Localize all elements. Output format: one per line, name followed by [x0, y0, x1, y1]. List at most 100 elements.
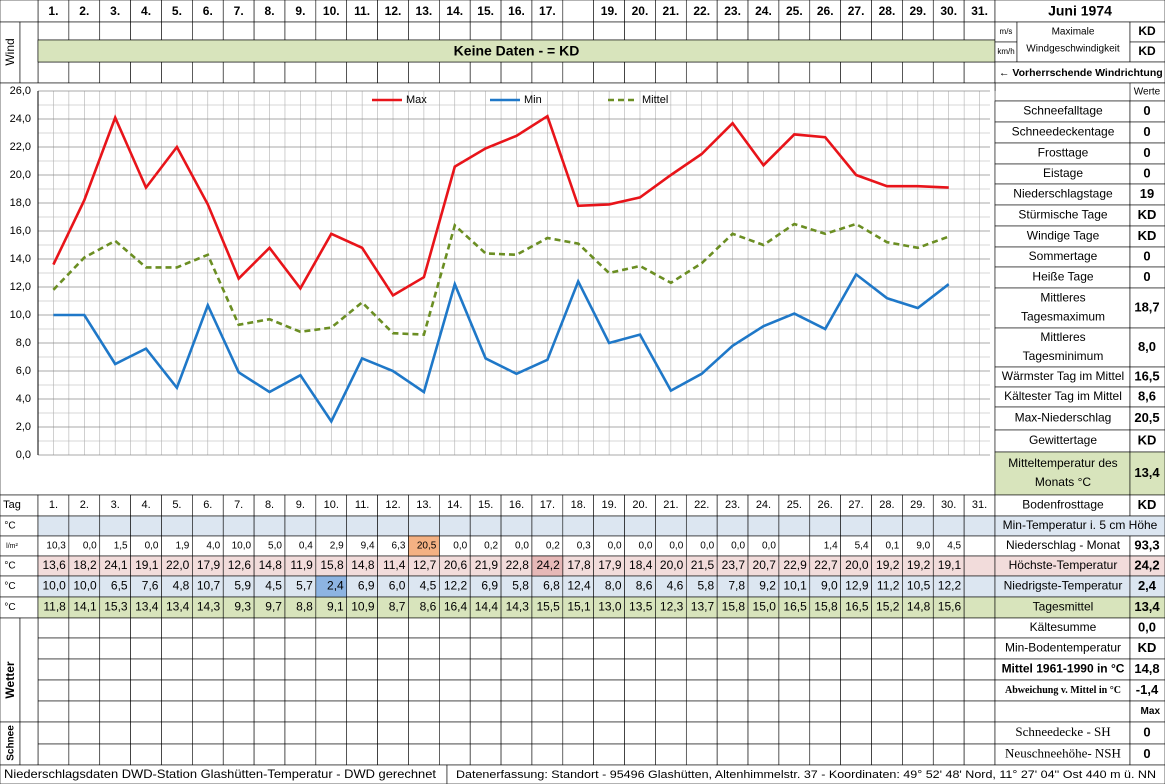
cell-value: 9,7 [265, 600, 282, 614]
cell [932, 721, 965, 745]
cell [68, 515, 101, 537]
cell [37, 61, 70, 84]
cell [469, 617, 502, 639]
cell [902, 637, 934, 660]
cell [994, 700, 1131, 723]
cell [624, 700, 656, 723]
cell [130, 21, 162, 41]
cell [37, 700, 70, 723]
cell [500, 61, 533, 84]
cell [408, 679, 440, 702]
cell-value: 8,7 [389, 600, 406, 614]
cell-value: 5,8 [512, 579, 529, 593]
cell [408, 21, 440, 41]
cell [531, 743, 564, 766]
cell-value: 14,8 [907, 600, 931, 614]
cell [284, 679, 317, 702]
cell [284, 700, 317, 723]
stat-label: Abweichung v. Mittel in °C [1005, 685, 1121, 696]
day-label: 21. [663, 4, 680, 18]
cell [284, 61, 317, 84]
cell [531, 721, 564, 745]
cell [469, 700, 502, 723]
cell-value: 10,0 [232, 541, 252, 552]
stat-value: 0 [1143, 269, 1150, 284]
cell [222, 743, 255, 766]
cell-value: 0,0 [145, 541, 159, 552]
cell [222, 700, 255, 723]
cell [593, 679, 625, 702]
cell [161, 515, 193, 537]
cell-value: 12,3 [660, 600, 684, 614]
cell [778, 721, 811, 745]
cell-value: 6,3 [392, 541, 406, 552]
cell [747, 700, 780, 723]
cell [871, 617, 903, 639]
cell [747, 743, 780, 766]
cell [37, 617, 70, 639]
cell [593, 515, 625, 537]
cell-value: 20,0 [660, 558, 684, 572]
series-line [52, 114, 949, 298]
stat-label: Sommertage [1029, 249, 1098, 263]
cell-value: 4,6 [667, 579, 684, 593]
cell [747, 515, 780, 537]
cell [716, 658, 749, 681]
stat-label: Kältester Tag im Mittel [1004, 389, 1122, 403]
cell [469, 21, 502, 41]
cell [377, 637, 409, 660]
cell [346, 700, 378, 723]
cell-value: 12,9 [845, 579, 869, 593]
cell-value: 8,6 [420, 600, 437, 614]
wind-max-label: Maximale [1052, 27, 1095, 38]
day-label: 26. [817, 4, 834, 18]
day-label: 22. [693, 4, 710, 18]
cell [439, 61, 471, 84]
cell [871, 658, 903, 681]
cell [593, 721, 625, 745]
cell [500, 515, 533, 537]
cell-value: 0,1 [885, 541, 899, 552]
day: 7. [234, 499, 243, 511]
cell [346, 617, 378, 639]
cell-value: 0,0 [639, 541, 653, 552]
cell [408, 515, 440, 537]
cell-value: 8,6 [636, 579, 653, 593]
cell [408, 637, 440, 660]
cell [716, 21, 749, 41]
cell [192, 21, 224, 41]
cell-value: 12,2 [444, 579, 468, 593]
unit: °C [4, 521, 15, 532]
cell [994, 451, 1131, 496]
cell [500, 658, 533, 681]
cell-value: 15,8 [320, 558, 344, 572]
day: 8. [265, 499, 274, 511]
cell [624, 658, 656, 681]
cell [902, 61, 934, 84]
cell [377, 21, 409, 41]
cell [161, 743, 193, 766]
cell [68, 700, 101, 723]
y-tick-label: 12,0 [10, 281, 31, 293]
stat-label: Schneedeckentage [1012, 125, 1115, 139]
stat-label: Neuschneehöhe- NSH [1005, 745, 1121, 760]
cell [840, 658, 872, 681]
day-label: 19. [601, 4, 618, 18]
cell-value: 18,2 [73, 558, 97, 572]
cell-value: 13,5 [629, 600, 653, 614]
cell [192, 617, 224, 639]
day-label: 9. [295, 4, 305, 18]
cell-value: 9,0 [916, 541, 930, 552]
cell [902, 21, 934, 41]
cell [778, 700, 811, 723]
cell [284, 658, 317, 681]
wind-unit: m/s [1000, 27, 1013, 36]
cell-value: 12,7 [413, 558, 437, 572]
cell [68, 61, 101, 84]
cell [809, 61, 841, 84]
cell [130, 515, 162, 537]
cell-value: 24,2 [536, 558, 560, 572]
cell [685, 658, 718, 681]
cell [963, 535, 996, 557]
cell [253, 721, 286, 745]
